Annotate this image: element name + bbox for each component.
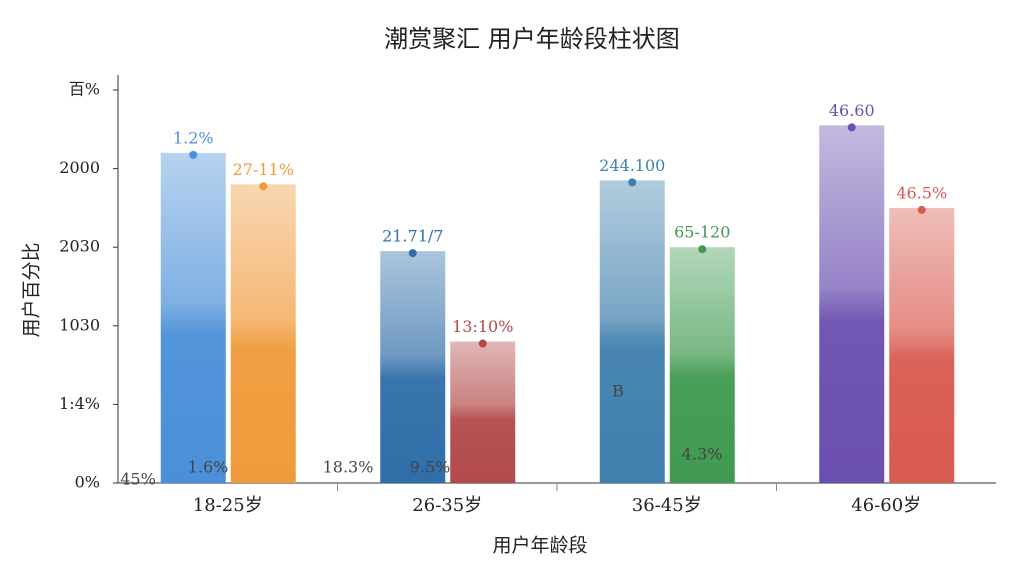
annotation: 4.3% — [682, 445, 723, 464]
x-tick-label: 46-60岁 — [851, 495, 921, 516]
bar — [599, 180, 665, 483]
annotation: 45% — [120, 470, 156, 489]
bar — [819, 125, 885, 484]
data-label: 65-120 — [674, 223, 730, 242]
bar-dot — [628, 178, 637, 187]
bar — [669, 247, 735, 483]
data-label: 244.100 — [599, 156, 665, 175]
x-axis-label: 用户年龄段 — [492, 535, 587, 557]
annotation: 9.5% — [410, 458, 451, 477]
annotation: 18.3% — [323, 458, 374, 477]
y-tick-label: 2030 — [59, 237, 100, 256]
x-tick-label: 26-35岁 — [412, 495, 482, 516]
data-label: 46.60 — [829, 101, 875, 120]
bar-dot — [698, 245, 707, 254]
bar — [160, 152, 226, 483]
y-tick-label: 百% — [69, 80, 100, 99]
bar-dot — [408, 249, 417, 258]
x-tick-label: 36-45岁 — [632, 495, 702, 516]
bar — [380, 251, 446, 483]
y-tick-label: 1030 — [59, 315, 100, 334]
y-tick-label: 2000 — [59, 158, 100, 177]
bar-dot — [478, 339, 487, 348]
y-tick-label: 0% — [75, 473, 100, 492]
data-label: 21.71/7 — [382, 227, 443, 246]
data-label: 46.5% — [896, 183, 947, 202]
data-label: 27-11% — [233, 160, 294, 179]
y-tick-label: 1:4% — [59, 394, 100, 413]
bar-dot — [917, 205, 926, 214]
y-axis-label: 用户百分比 — [21, 242, 43, 337]
bar-dot — [259, 182, 268, 191]
annotation: B — [612, 382, 624, 401]
data-label: 1.2% — [173, 128, 214, 147]
bar-dot — [189, 150, 198, 159]
bar — [450, 341, 516, 483]
bar — [889, 207, 955, 483]
x-tick-label: 18-25岁 — [193, 495, 263, 516]
bar-dot — [847, 123, 856, 132]
data-label: 13:10% — [452, 317, 513, 336]
bar — [230, 184, 296, 483]
chart-title: 潮赏聚汇 用户年龄段柱状图 — [384, 25, 680, 53]
annotation: 1.6% — [188, 458, 229, 477]
